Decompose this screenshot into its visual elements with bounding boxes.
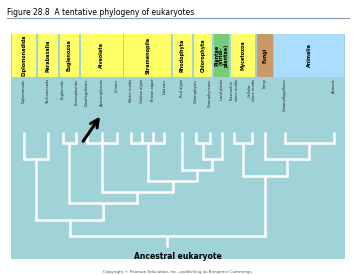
Bar — [38, 34, 58, 77]
Bar — [81, 34, 123, 77]
Bar — [274, 34, 344, 77]
Bar — [125, 34, 171, 77]
Bar — [173, 34, 192, 77]
Text: Diplomonads: Diplomonads — [22, 79, 26, 103]
Text: Ancestral eukaryote: Ancestral eukaryote — [134, 252, 222, 261]
Text: Stramenopila: Stramenopila — [145, 37, 150, 74]
Text: Euglenoids: Euglenoids — [61, 79, 64, 98]
Text: Euglenozoa: Euglenozoa — [67, 40, 72, 71]
Text: Fungi: Fungi — [262, 48, 267, 63]
Text: Copyright © Pearson Education, Inc., publishing as Benjamin Cummings.: Copyright © Pearson Education, Inc., pub… — [103, 270, 253, 274]
Text: Golden algae: Golden algae — [140, 79, 144, 103]
Text: Water molds: Water molds — [129, 79, 133, 102]
Text: Animals: Animals — [332, 79, 336, 93]
Bar — [194, 34, 213, 77]
Text: Diplomonadida: Diplomonadida — [21, 35, 26, 76]
Text: Plasmodial
slime molds: Plasmodial slime molds — [230, 79, 239, 101]
Text: Kinetoplastids: Kinetoplastids — [74, 79, 78, 104]
Bar — [60, 34, 79, 77]
Text: Land plants: Land plants — [220, 79, 224, 100]
Bar — [214, 34, 229, 77]
Text: Figure 28.8  A tentative phylogeny of eukaryotes: Figure 28.8 A tentative phylogeny of euk… — [7, 8, 194, 17]
Bar — [12, 34, 36, 77]
Bar — [257, 34, 273, 77]
Text: Trichomonads: Trichomonads — [46, 79, 50, 104]
Text: Apicomplexans: Apicomplexans — [100, 79, 104, 106]
Text: Chlorophyta: Chlorophyta — [200, 39, 205, 72]
Text: Brown algae: Brown algae — [151, 79, 156, 101]
Text: Charophyceans: Charophyceans — [208, 79, 212, 107]
Text: Mycetozoa: Mycetozoa — [240, 40, 245, 70]
Text: Rhodophyta: Rhodophyta — [180, 39, 185, 72]
Bar — [11, 34, 345, 259]
Text: Ciliates: Ciliates — [115, 79, 119, 92]
Text: Chlorophytes: Chlorophytes — [194, 79, 198, 103]
Text: Red algae: Red algae — [180, 79, 184, 97]
Bar — [231, 34, 255, 77]
Text: Alveolata: Alveolata — [99, 42, 104, 68]
Text: Cellular
slime molds: Cellular slime molds — [247, 79, 256, 101]
Text: Plantae
(Viridi-
plantae): Plantae (Viridi- plantae) — [215, 44, 229, 67]
Text: Parabasalia: Parabasalia — [45, 39, 50, 72]
Text: Diatoms: Diatoms — [162, 79, 167, 94]
Text: Animalia: Animalia — [307, 43, 312, 67]
Text: Dinoflagellates: Dinoflagellates — [85, 79, 89, 106]
Text: Fungi: Fungi — [263, 79, 267, 89]
Text: Choanoflagellates: Choanoflagellates — [283, 79, 287, 111]
